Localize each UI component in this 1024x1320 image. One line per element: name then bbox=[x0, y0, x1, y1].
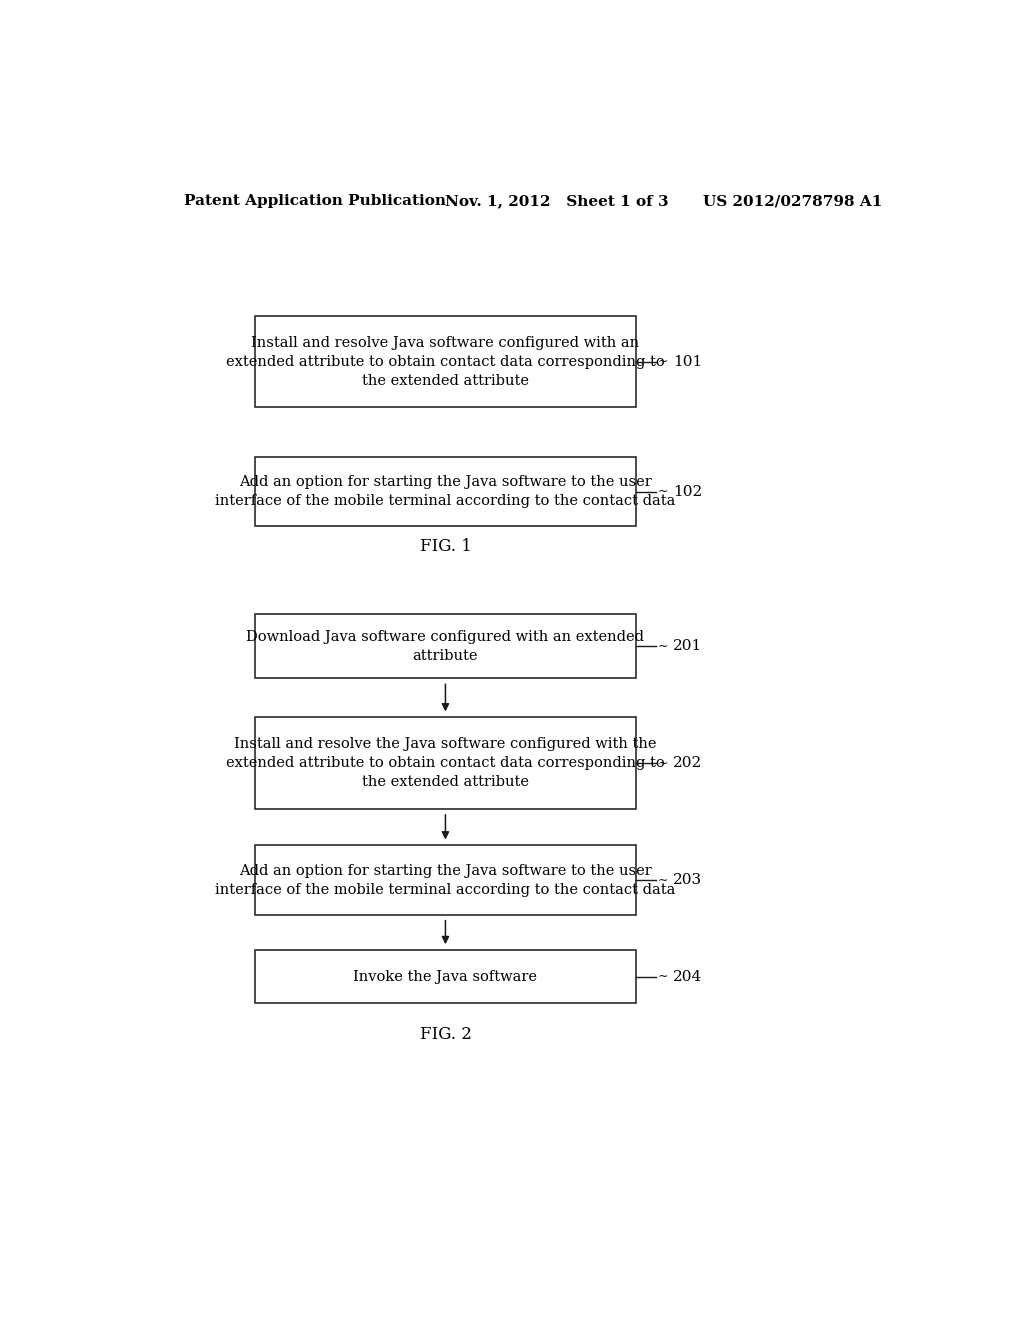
Text: 203: 203 bbox=[673, 873, 702, 887]
Text: 202: 202 bbox=[673, 756, 702, 770]
Text: 204: 204 bbox=[673, 970, 702, 983]
Text: ∼: ∼ bbox=[657, 640, 668, 653]
Text: US 2012/0278798 A1: US 2012/0278798 A1 bbox=[702, 194, 882, 209]
Text: Add an option for starting the Java software to the user
interface of the mobile: Add an option for starting the Java soft… bbox=[215, 475, 676, 508]
Bar bbox=[255, 718, 636, 809]
Text: ∼: ∼ bbox=[657, 874, 668, 887]
Text: ∼: ∼ bbox=[657, 970, 668, 983]
Text: ∼: ∼ bbox=[657, 756, 668, 770]
Text: Invoke the Java software: Invoke the Java software bbox=[353, 970, 538, 983]
Bar bbox=[255, 614, 636, 678]
Bar bbox=[255, 315, 636, 408]
Text: 101: 101 bbox=[673, 355, 702, 368]
Text: Download Java software configured with an extended
attribute: Download Java software configured with a… bbox=[247, 630, 644, 663]
Text: ∼: ∼ bbox=[657, 486, 668, 498]
Text: FIG. 2: FIG. 2 bbox=[420, 1026, 471, 1043]
Text: Patent Application Publication: Patent Application Publication bbox=[183, 194, 445, 209]
Text: Nov. 1, 2012   Sheet 1 of 3: Nov. 1, 2012 Sheet 1 of 3 bbox=[445, 194, 669, 209]
Text: FIG. 1: FIG. 1 bbox=[420, 539, 471, 556]
Text: 201: 201 bbox=[673, 639, 702, 653]
Bar bbox=[255, 457, 636, 527]
Text: Install and resolve the Java software configured with the
extended attribute to : Install and resolve the Java software co… bbox=[226, 737, 665, 789]
Bar bbox=[255, 950, 636, 1003]
Text: Add an option for starting the Java software to the user
interface of the mobile: Add an option for starting the Java soft… bbox=[215, 863, 676, 896]
Text: ∼: ∼ bbox=[657, 355, 668, 368]
Text: Install and resolve Java software configured with an
extended attribute to obtai: Install and resolve Java software config… bbox=[226, 335, 665, 388]
Bar bbox=[255, 846, 636, 915]
Text: 102: 102 bbox=[673, 484, 702, 499]
